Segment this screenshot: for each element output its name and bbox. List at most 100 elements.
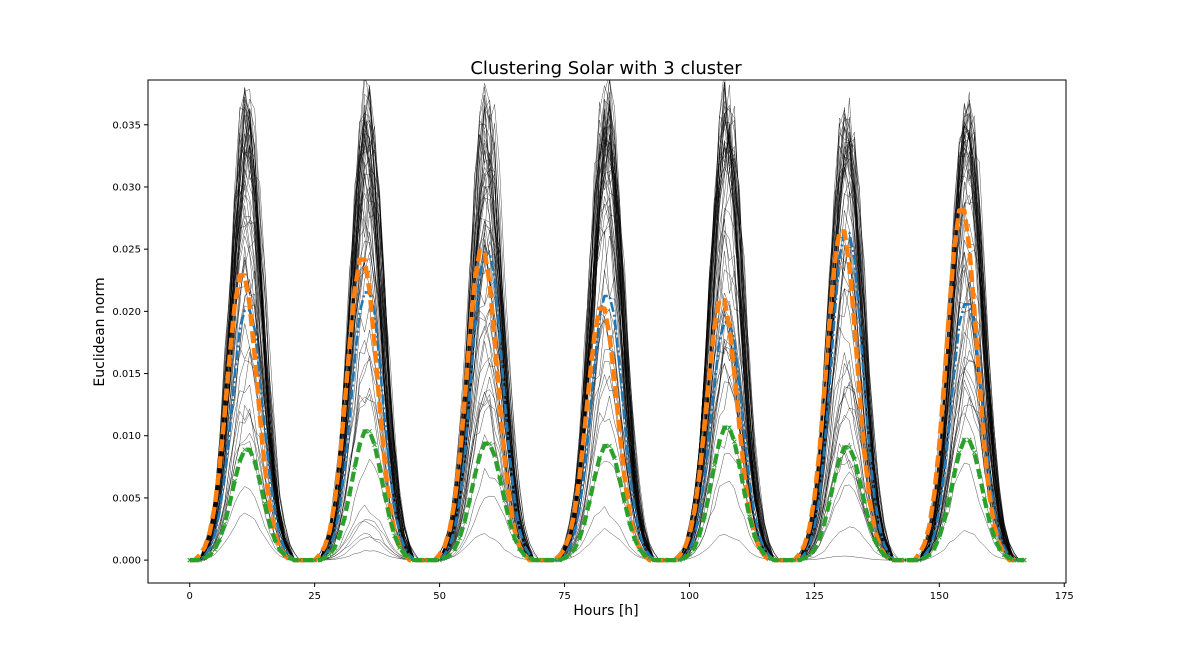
series-3-marker (717, 439, 722, 444)
series-3-marker (672, 557, 677, 563)
series-3-marker (886, 555, 892, 561)
series-3-marker (412, 557, 417, 563)
series-3-marker (906, 557, 912, 563)
series-3-marker (467, 497, 472, 503)
background-profile-line (189, 107, 1025, 561)
series-3-marker (951, 471, 957, 477)
series-3-marker (232, 478, 238, 484)
chart-title: Clustering Solar with 3 cluster (470, 58, 742, 79)
series-3-marker (941, 518, 947, 523)
series-3-marker (222, 521, 228, 527)
series-3-marker (382, 491, 387, 497)
series-3-marker (332, 545, 337, 550)
series-3-marker (707, 489, 712, 495)
series-3-marker (237, 458, 243, 464)
series-3-marker (916, 557, 922, 563)
series-3-marker (797, 557, 802, 563)
series-3-marker (847, 444, 852, 450)
series-3-marker (327, 552, 333, 557)
series-3-marker (322, 555, 328, 561)
series-3-marker (622, 499, 627, 504)
series-3-marker (597, 455, 602, 461)
series-3-marker (427, 557, 432, 563)
series-3-marker (492, 453, 497, 459)
series-3-marker (302, 557, 308, 563)
series-3-marker (187, 557, 193, 563)
series-3-marker (417, 557, 422, 563)
series-3-marker (512, 535, 517, 541)
series-3-marker (197, 557, 203, 563)
series-3-marker (961, 437, 967, 443)
x-tick-label: 100 (680, 591, 699, 602)
series-3-marker (891, 557, 897, 563)
series-3-marker (777, 557, 782, 563)
series-3-marker (822, 520, 827, 526)
series-3-marker (437, 557, 442, 563)
series-3-marker (337, 533, 342, 539)
series-3-marker (247, 447, 253, 453)
y-tick-label: 0.000 (112, 556, 141, 567)
y-tick-label: 0.020 (112, 307, 141, 318)
series-3-marker (712, 462, 717, 468)
series-3-marker (387, 515, 392, 521)
series-3-marker (792, 557, 797, 563)
series-3-marker (936, 535, 942, 540)
x-axis-label: Hours [h] (573, 603, 638, 619)
series-3-marker (872, 536, 877, 542)
series-3-marker (352, 465, 357, 471)
series-3-marker (207, 552, 213, 558)
series-3-marker (262, 501, 268, 506)
series-3-marker (242, 447, 248, 453)
series-3-marker (377, 465, 382, 471)
series-3-marker (277, 547, 283, 552)
series-3-marker (901, 557, 907, 563)
series-3-marker (547, 557, 552, 563)
series-3-marker (402, 552, 407, 557)
y-tick-label: 0.015 (112, 369, 141, 380)
series-3-marker (737, 462, 742, 468)
series-3-marker (832, 476, 837, 482)
series-3-marker (867, 520, 872, 526)
series-3-marker (722, 425, 727, 430)
series-3-marker (192, 557, 198, 563)
series-3-marker (562, 555, 567, 561)
series-3-marker (257, 478, 263, 484)
series-3-marker (557, 557, 562, 563)
series-3-marker (522, 552, 527, 558)
series-3-marker (757, 544, 762, 550)
y-tick-label: 0.030 (112, 182, 141, 193)
series-3-marker (532, 557, 537, 563)
series-3-marker (986, 518, 992, 523)
series-3-marker (497, 474, 502, 479)
series-3-marker (837, 456, 842, 462)
series-3-marker (442, 555, 447, 561)
series-3-marker (582, 520, 587, 525)
series-3-marker (397, 545, 402, 550)
series-3-marker (946, 496, 952, 501)
series-3-marker (482, 441, 487, 446)
series-3-marker (996, 546, 1002, 551)
series-3-marker (742, 489, 747, 495)
series-3-marker (297, 557, 303, 563)
series-3-marker (627, 520, 632, 525)
series-3-marker (852, 456, 857, 462)
y-axis-label: Euclidean norm (92, 277, 108, 386)
series-3-marker (202, 555, 208, 561)
y-tick-label: 0.005 (112, 493, 141, 504)
series-3-marker (1016, 557, 1022, 563)
series-3-marker (462, 519, 467, 525)
series-3-marker (367, 428, 372, 434)
plot-frame (147, 79, 1067, 584)
series-3-marker (287, 555, 293, 561)
series-3-marker (362, 428, 367, 434)
series-3-marker (921, 555, 927, 561)
series-3-marker (667, 557, 672, 563)
series-3-marker (647, 555, 652, 561)
series-3-marker (342, 515, 347, 521)
x-tick-label: 25 (308, 591, 321, 602)
series-3-marker (652, 557, 657, 563)
series-3-marker (527, 555, 532, 561)
series-3-marker (507, 519, 512, 525)
background-profile-line (189, 98, 1025, 561)
series-3-marker (292, 557, 298, 563)
